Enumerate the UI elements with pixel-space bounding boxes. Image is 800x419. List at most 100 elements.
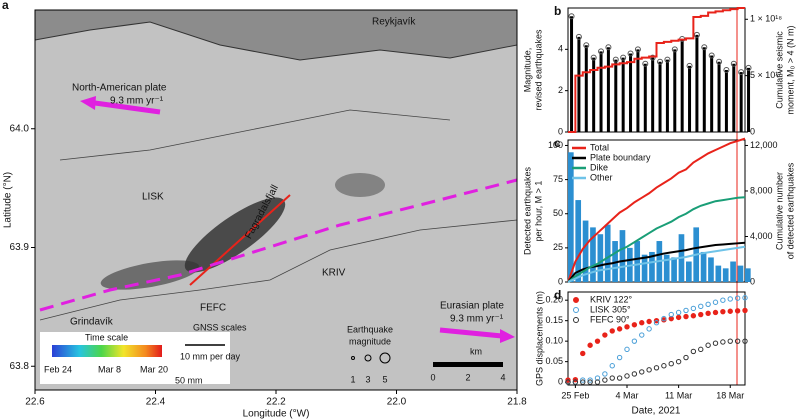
magnitude-point [627,50,634,57]
magnitude-point [568,13,575,20]
y-tick-label: 64.0 [10,123,30,134]
bar [619,230,626,282]
legend-label: Mar 8 [98,364,121,374]
gps-point [653,320,660,326]
legend-label: Dike [590,162,608,172]
gps-point [690,313,697,319]
x-tick-label: 18 Mar [716,390,744,400]
magnitude-point [642,60,649,67]
panel-label: d [554,288,561,302]
x-tick-label: 25 Feb [561,390,589,400]
legend-label: 3 [365,374,370,384]
road [39,219,518,321]
y2-tick-label: 4,000 [750,231,773,241]
gps-point [639,369,645,375]
y-tick-label: 0.15 [545,315,563,325]
gps-point [683,307,689,314]
y2-axis-label: Cumulative number [774,172,784,250]
legend-label: 5 [382,374,387,384]
y-axis-label: Latitude (°N) [3,172,14,228]
gps-point [675,314,682,321]
gps-point [631,371,638,377]
x-tick-label: 21.8 [507,397,527,408]
scale-bar [433,362,503,367]
y-tick-label: 63.8 [10,361,30,372]
legend-label: 10 mm per day [180,351,241,361]
series-line [567,241,746,283]
earthquake-cluster [100,260,200,290]
magnitude-key [379,352,391,364]
gps-point [602,332,608,338]
y-tick-label: 75 [553,174,563,184]
gps-point [624,373,630,379]
earthquake-cluster [335,173,385,197]
plate-arrow [439,327,503,339]
gps-point [565,379,571,385]
gps-point [720,308,726,315]
y-axis-label: per hour, M > 1 [533,181,543,242]
bar [671,257,677,282]
legend-title: Time scale [85,332,128,342]
gps-point [616,375,623,381]
y-tick-label: 0 [558,126,563,136]
legend-marker [573,317,579,323]
place-label: FEFC [200,303,226,314]
gps-point [602,371,608,377]
plate-arrow-head [80,96,96,110]
y-tick-label: 0.20 [545,295,563,305]
gps-point [675,358,682,365]
magnitude-point [605,44,612,51]
panel-label: a [2,0,9,12]
y-tick-label: 0.05 [545,356,563,366]
y-axis-label: revised earthquakes [533,29,543,111]
plate-label: Eurasian plate [440,301,504,312]
magnitude-point [686,62,693,69]
earthquake-cluster [184,197,286,273]
gps-point [587,379,593,385]
x-tick-label: 22.0 [387,397,407,408]
x-tick-label: 22.2 [266,397,286,408]
y2-tick-label: 1 × 10¹⁸ [750,14,782,24]
legend-marker [573,297,579,303]
bar [686,261,692,282]
gps-point [616,326,623,332]
legend-marker [573,307,579,313]
legend-label: Other [590,172,613,182]
y-tick-label: 50 [553,208,563,218]
magnitude-point [620,54,627,61]
y-tick-label: 0 [558,276,563,286]
bar [597,234,604,282]
legend-label: Total [590,142,609,152]
y-tick-label: 0 [558,377,563,387]
place-label: Grindavík [70,317,114,328]
gps-point [580,379,586,385]
gps-point [734,338,741,344]
bar [715,265,722,282]
plate-boundary [39,178,518,312]
magnitude-point [738,69,745,76]
legend-label: 1 [350,374,355,384]
gps-point [712,309,719,316]
legend-label: KRIV 122° [590,294,633,304]
x-tick-label: 4 Mar [615,390,638,400]
y-tick-label: 100 [548,140,563,150]
bar [590,227,596,282]
y2-axis-label: moment, M₀ > 4 (N m) [785,25,795,114]
gps-point [653,365,660,371]
y2-tick-label: 5 × 10¹⁷ [750,70,782,80]
gps-point [720,297,726,303]
magnitude-point [575,33,582,40]
series-line [567,137,746,283]
magnitude-point [634,46,641,53]
magnitude-point [671,46,678,53]
gps-point [727,338,733,344]
gps-point [698,303,704,310]
magnitude-key [364,354,372,362]
gps-point [646,318,652,325]
y2-tick-label: 12,000 [750,140,778,150]
x-tick-label: 22.6 [25,397,45,408]
legend-label: 0 [430,372,435,382]
gps-point [742,295,748,301]
y-axis-label: Magnitude, [522,48,532,93]
